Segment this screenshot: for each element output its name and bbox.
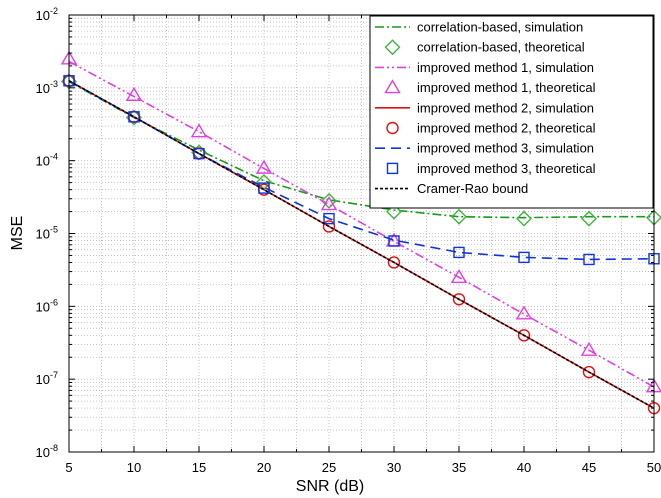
x-tick-label: 30 xyxy=(387,460,401,475)
data-point-marker xyxy=(128,111,140,123)
data-point-marker xyxy=(323,212,335,225)
data-point-marker xyxy=(451,208,467,225)
x-tick-label: 10 xyxy=(127,460,141,475)
series-8 xyxy=(63,75,660,266)
x-tick-label: 25 xyxy=(322,460,336,475)
legend-entry-label: correlation-based, simulation xyxy=(417,20,583,35)
series-line xyxy=(68,80,655,409)
x-tick-label: 45 xyxy=(582,460,596,475)
y-tick-label: 10-7 xyxy=(36,370,58,387)
x-tick-label: 35 xyxy=(452,460,466,475)
series-line xyxy=(68,80,654,219)
data-point-marker xyxy=(125,86,143,101)
data-point-marker xyxy=(322,220,336,233)
series-3 xyxy=(68,60,655,388)
y-tick-labels: 10-8 10-7 10-6 10-5 10-4 10-3 10-2 xyxy=(36,6,58,460)
y-tick-label: 10-4 xyxy=(36,152,58,169)
series-7 xyxy=(68,80,655,261)
data-point-marker xyxy=(190,123,208,138)
x-tick-label: 40 xyxy=(517,460,531,475)
data-point-marker xyxy=(320,196,338,211)
data-point-marker xyxy=(580,341,598,356)
legend-entry-label: improved method 2, simulation xyxy=(417,100,594,115)
legend-entry-label: improved method 2, theoretical xyxy=(417,121,596,136)
series-layer xyxy=(60,50,661,415)
legend-marker-sample xyxy=(384,79,401,94)
series-9 xyxy=(68,80,655,409)
data-point-marker xyxy=(453,246,465,259)
data-point-marker xyxy=(386,203,402,220)
legend-entry-label: Cramer-Rao bound xyxy=(417,181,528,196)
x-tick-label: 20 xyxy=(257,460,271,475)
y-tick-label: 10-6 xyxy=(36,297,58,314)
data-point-marker xyxy=(516,210,532,227)
data-point-marker xyxy=(515,305,533,320)
data-point-marker xyxy=(388,235,400,247)
y-axis-title: MSE xyxy=(9,216,26,251)
x-tick-label: 5 xyxy=(65,460,72,475)
data-point-marker xyxy=(450,268,468,284)
data-point-marker xyxy=(518,251,530,264)
series-1 xyxy=(68,80,654,219)
x-tick-label: 50 xyxy=(647,460,661,475)
data-point-marker xyxy=(452,293,466,306)
y-tick-label: 10-3 xyxy=(36,79,58,96)
y-tick-label: 10-8 xyxy=(36,443,58,460)
legend-marker-sample xyxy=(386,162,399,175)
x-tick-labels: 5 10 15 20 25 30 35 40 45 50 xyxy=(65,460,661,475)
legend-entry-label: improved method 1, theoretical xyxy=(417,80,596,95)
data-point-marker xyxy=(582,365,596,379)
legend-entry-label: improved method 3, simulation xyxy=(417,141,594,156)
x-tick-label: 15 xyxy=(192,460,206,475)
legend-box xyxy=(369,15,654,209)
legend-entry-label: correlation-based, theoretical xyxy=(417,40,585,55)
data-point-marker xyxy=(581,210,597,227)
data-point-marker xyxy=(255,159,273,174)
series-line xyxy=(68,60,655,388)
data-point-marker xyxy=(258,182,270,194)
data-point-marker xyxy=(193,147,205,160)
legend-marker-sample xyxy=(386,121,399,135)
data-point-marker xyxy=(321,192,337,209)
x-axis-title: SNR (dB) xyxy=(296,478,364,495)
legend-entry-label: improved method 1, simulation xyxy=(417,60,594,75)
legend: correlation-based, simulation correlation… xyxy=(369,15,654,209)
data-point-marker xyxy=(517,329,531,342)
data-point-marker xyxy=(583,253,595,266)
y-tick-label: 10-5 xyxy=(36,225,58,242)
y-tick-label: 10-2 xyxy=(36,6,58,23)
data-point-marker xyxy=(387,256,401,269)
legend-entry-label: improved method 3, theoretical xyxy=(417,161,596,176)
legend-marker-sample xyxy=(384,39,401,56)
series-line xyxy=(68,80,655,261)
